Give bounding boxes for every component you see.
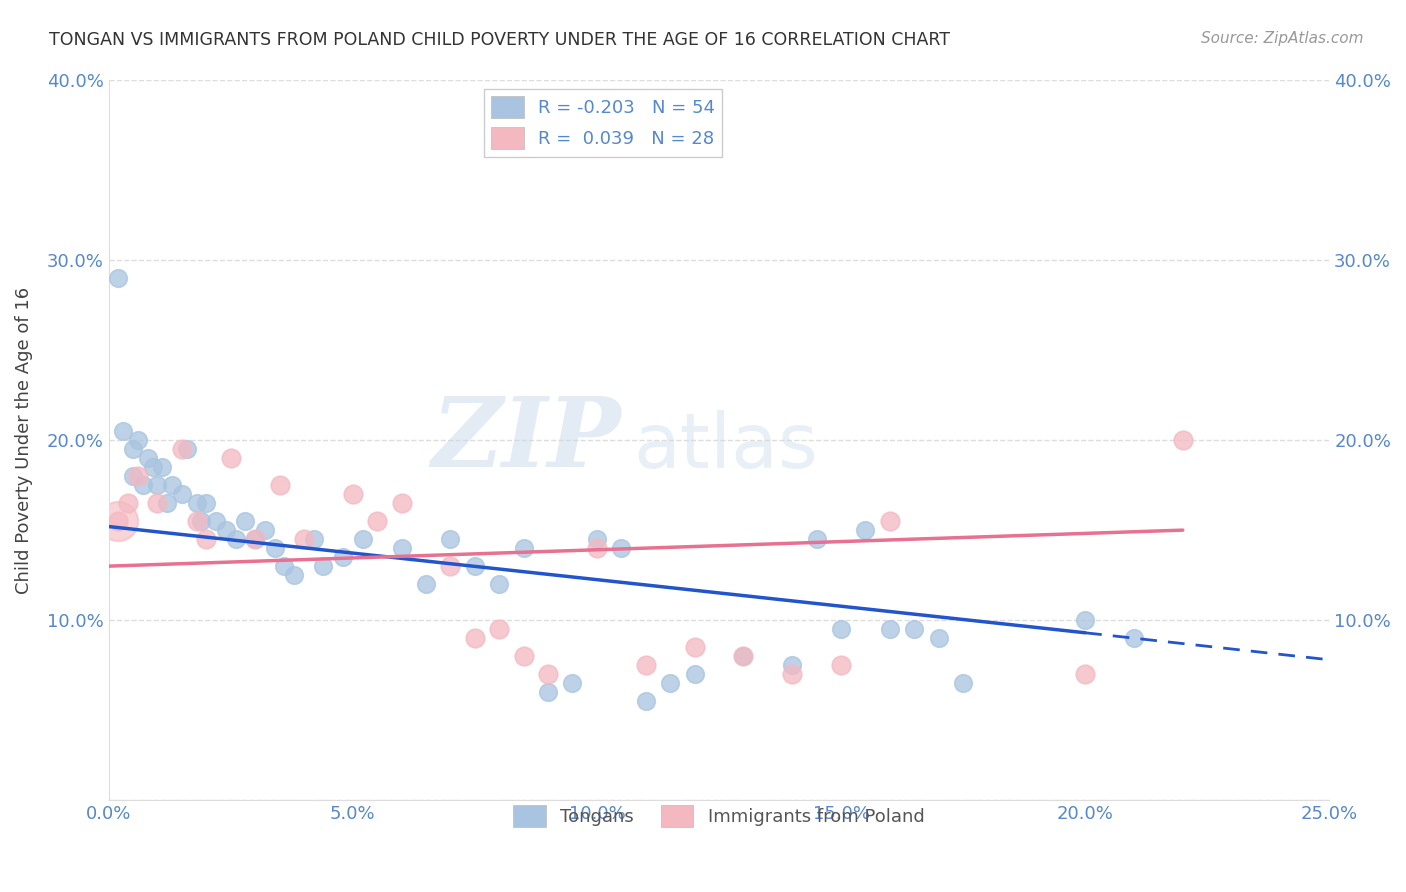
- Point: [136, 451, 159, 466]
- Text: Source: ZipAtlas.com: Source: ZipAtlas.com: [1201, 31, 1364, 46]
- Point: [292, 532, 315, 546]
- Point: [156, 496, 179, 510]
- Point: [170, 442, 193, 456]
- Point: [150, 460, 173, 475]
- Point: [928, 631, 950, 645]
- Point: [269, 478, 291, 492]
- Point: [780, 658, 803, 673]
- Point: [107, 514, 129, 528]
- Point: [1123, 631, 1146, 645]
- Point: [464, 631, 486, 645]
- Point: [415, 577, 437, 591]
- Point: [132, 478, 155, 492]
- Point: [112, 424, 135, 438]
- Point: [1074, 667, 1097, 681]
- Point: [117, 496, 139, 510]
- Point: [634, 694, 657, 708]
- Point: [332, 550, 354, 565]
- Point: [205, 514, 228, 528]
- Point: [610, 541, 633, 556]
- Point: [733, 649, 755, 664]
- Point: [830, 622, 852, 636]
- Point: [107, 271, 129, 285]
- Point: [253, 523, 276, 537]
- Point: [683, 640, 706, 655]
- Point: [142, 460, 165, 475]
- Point: [215, 523, 238, 537]
- Point: [243, 532, 266, 546]
- Point: [146, 496, 169, 510]
- Text: TONGAN VS IMMIGRANTS FROM POLAND CHILD POVERTY UNDER THE AGE OF 16 CORRELATION C: TONGAN VS IMMIGRANTS FROM POLAND CHILD P…: [49, 31, 950, 49]
- Point: [195, 532, 218, 546]
- Point: [879, 622, 901, 636]
- Point: [806, 532, 828, 546]
- Text: atlas: atlas: [634, 410, 818, 484]
- Point: [127, 433, 149, 447]
- Point: [391, 496, 413, 510]
- Point: [195, 496, 218, 510]
- Point: [733, 649, 755, 664]
- Point: [107, 514, 129, 528]
- Point: [391, 541, 413, 556]
- Point: [488, 622, 510, 636]
- Point: [342, 487, 364, 501]
- Point: [952, 676, 974, 690]
- Point: [243, 532, 266, 546]
- Point: [225, 532, 247, 546]
- Point: [439, 559, 461, 574]
- Point: [1171, 433, 1194, 447]
- Point: [170, 487, 193, 501]
- Point: [186, 514, 208, 528]
- Point: [190, 514, 212, 528]
- Point: [537, 685, 560, 699]
- Point: [537, 667, 560, 681]
- Point: [127, 469, 149, 483]
- Point: [366, 514, 388, 528]
- Point: [146, 478, 169, 492]
- Point: [586, 532, 609, 546]
- Point: [879, 514, 901, 528]
- Point: [780, 667, 803, 681]
- Point: [219, 451, 242, 466]
- Point: [160, 478, 183, 492]
- Point: [659, 676, 682, 690]
- Point: [903, 622, 925, 636]
- Y-axis label: Child Poverty Under the Age of 16: Child Poverty Under the Age of 16: [15, 286, 32, 594]
- Point: [830, 658, 852, 673]
- Point: [634, 658, 657, 673]
- Text: ZIP: ZIP: [432, 393, 621, 487]
- Point: [176, 442, 198, 456]
- Point: [263, 541, 285, 556]
- Point: [561, 676, 583, 690]
- Point: [512, 649, 534, 664]
- Point: [512, 541, 534, 556]
- Point: [283, 568, 305, 582]
- Point: [233, 514, 256, 528]
- Point: [464, 559, 486, 574]
- Point: [1074, 613, 1097, 627]
- Point: [683, 667, 706, 681]
- Point: [302, 532, 325, 546]
- Point: [122, 442, 145, 456]
- Point: [488, 577, 510, 591]
- Point: [122, 469, 145, 483]
- Point: [439, 532, 461, 546]
- Legend: Tongans, Immigrants from Poland: Tongans, Immigrants from Poland: [506, 798, 932, 834]
- Point: [186, 496, 208, 510]
- Point: [855, 523, 877, 537]
- Point: [352, 532, 374, 546]
- Point: [586, 541, 609, 556]
- Point: [312, 559, 335, 574]
- Point: [273, 559, 295, 574]
